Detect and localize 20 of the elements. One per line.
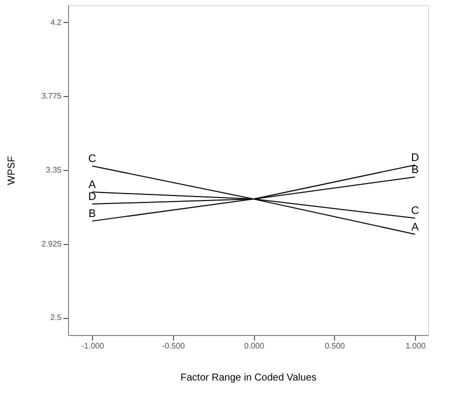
series-label: A bbox=[411, 221, 420, 234]
x-tick-label: -0.500 bbox=[162, 342, 186, 350]
y-tick-label: 3.35 bbox=[46, 166, 62, 174]
y-tick-label: 4.2 bbox=[50, 18, 62, 27]
y-tick-label: 2.925 bbox=[41, 239, 62, 248]
x-tick-label: 1.000 bbox=[406, 342, 426, 350]
x-tick-label: 0.500 bbox=[324, 342, 346, 350]
y-tick-label: 3.775 bbox=[41, 92, 62, 101]
text: D bbox=[411, 152, 420, 164]
x-tick-label: -1.000 bbox=[81, 342, 105, 350]
y-axis-title: WPSF bbox=[6, 156, 18, 185]
series-label: B bbox=[88, 208, 96, 220]
text: A bbox=[88, 179, 96, 192]
text: B bbox=[411, 164, 419, 176]
x-axis-title: Factor Range in Coded Values bbox=[180, 372, 317, 384]
series-label: D bbox=[88, 191, 96, 204]
y-tick-label: 2.5 bbox=[50, 313, 62, 322]
text: C bbox=[88, 153, 96, 166]
series-label: C bbox=[411, 205, 420, 218]
x-tick-label: 0.000 bbox=[244, 342, 265, 350]
